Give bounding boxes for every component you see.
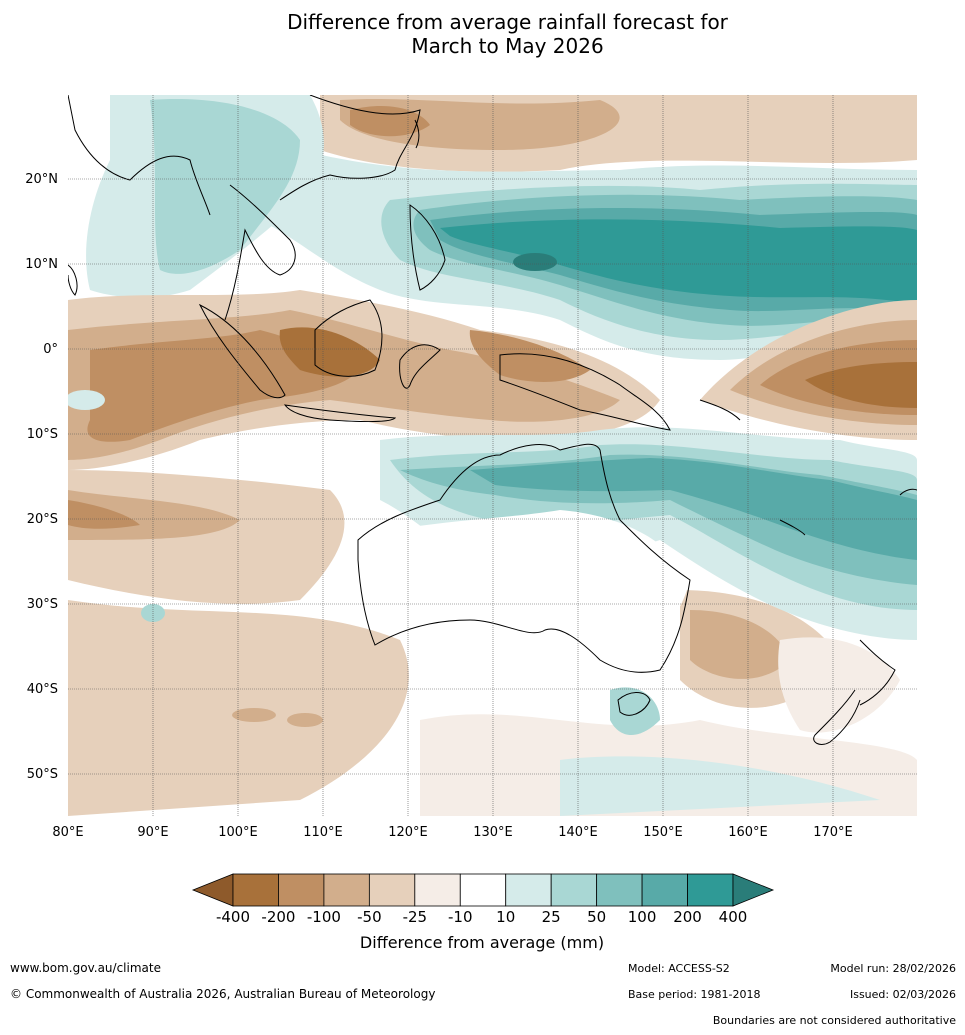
colorbar-tick-label: 50	[587, 908, 606, 926]
lat-label: 10°N	[25, 257, 58, 272]
colorbar-swatch	[687, 873, 734, 907]
colorbar-tick-label: -50	[357, 908, 382, 926]
colorbar-extend-high	[732, 873, 775, 907]
colorbar-title: Difference from average (mm)	[360, 933, 604, 952]
title-line-2: March to May 2026	[411, 34, 604, 58]
lon-label: 90°E	[137, 825, 168, 840]
colorbar-tick-label: 10	[496, 908, 515, 926]
colorbar-swatch	[278, 873, 325, 907]
footer-disclaimer: Boundaries are not considered authoritat…	[712, 1014, 956, 1027]
lon-label: 140°E	[558, 825, 598, 840]
colorbar-swatch	[323, 873, 370, 907]
title-line-1: Difference from average rainfall forecas…	[287, 10, 728, 34]
lon-label: 110°E	[303, 825, 343, 840]
footer-model: Model: ACCESS-S2	[628, 962, 730, 975]
footer-model-run: Model run: 28/02/2026	[830, 962, 956, 975]
footer-issued: Issued: 02/03/2026	[849, 988, 956, 1001]
colorbar-swatch	[641, 873, 688, 907]
lat-label: 20°S	[27, 512, 58, 527]
lon-label: 120°E	[388, 825, 428, 840]
lat-label: 50°S	[27, 767, 58, 782]
colorbar-swatch	[232, 873, 279, 907]
colorbar-tick-label: 200	[673, 908, 702, 926]
map-field	[68, 95, 917, 816]
lon-label: 130°E	[473, 825, 513, 840]
chart-title: Difference from average rainfall forecas…	[0, 10, 965, 58]
colorbar-tick-label: -400	[216, 908, 250, 926]
lat-label: 10°S	[27, 427, 58, 442]
footer-copyright: © Commonwealth of Australia 2026, Austra…	[10, 987, 436, 1001]
colorbar-tick-label: -25	[403, 908, 428, 926]
colorbar-swatch	[505, 873, 552, 907]
footer-base-period: Base period: 1981-2018	[628, 988, 761, 1001]
colorbar-swatch	[550, 873, 598, 907]
colorbar: -400 -200 -100 -50 -25 -10 10 25 50 100 200 400	[191, 873, 775, 926]
colorbar-tick-label: 100	[628, 908, 657, 926]
colorbar-tick-label: -10	[448, 908, 473, 926]
lon-label: 170°E	[813, 825, 853, 840]
colorbar-tick-label: -200	[261, 908, 295, 926]
colorbar-swatch	[459, 873, 507, 907]
colorbar-swatch	[414, 873, 461, 907]
footer-url: www.bom.gov.au/climate	[10, 961, 161, 975]
lat-label: 40°S	[27, 682, 58, 697]
colorbar-extend-low	[191, 873, 234, 907]
lat-label: 20°N	[25, 172, 58, 187]
lat-label: 30°S	[27, 597, 58, 612]
colorbar-tick-label: -100	[307, 908, 341, 926]
lon-label: 100°E	[218, 825, 258, 840]
colorbar-swatch	[596, 873, 643, 907]
colorbar-swatch	[368, 873, 416, 907]
lon-label: 160°E	[728, 825, 768, 840]
lat-label: 0°	[43, 342, 58, 357]
lon-label: 150°E	[643, 825, 683, 840]
colorbar-tick-label: 25	[542, 908, 561, 926]
lon-label: 80°E	[52, 825, 83, 840]
colorbar-tick-label: 400	[719, 908, 748, 926]
